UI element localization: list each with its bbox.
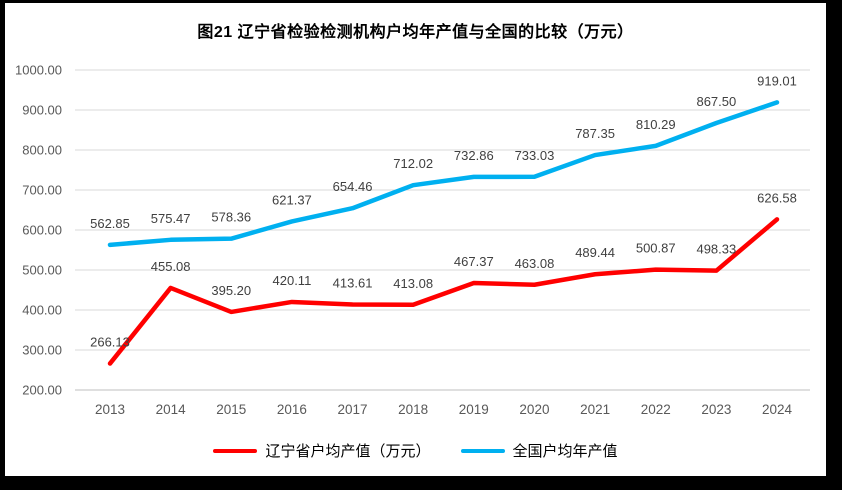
- x-axis-tick-label: 2016: [277, 402, 307, 417]
- data-label: 562.85: [90, 216, 130, 231]
- data-label: 787.35: [575, 126, 615, 141]
- legend-item-liaoning: 辽宁省户均产值（万元）: [213, 440, 431, 461]
- legend-item-national: 全国户均年产值: [460, 440, 618, 461]
- x-axis-tick-label: 2014: [156, 402, 187, 417]
- legend-label-liaoning: 辽宁省户均产值（万元）: [265, 443, 431, 460]
- y-axis-tick-label: 1000.00: [15, 63, 62, 78]
- data-label: 712.02: [393, 156, 433, 171]
- data-label: 867.50: [696, 94, 736, 109]
- data-label: 489.44: [575, 245, 615, 260]
- x-axis-tick-label: 2019: [459, 402, 489, 417]
- x-axis-tick-label: 2013: [95, 402, 125, 417]
- series-line-1: [107, 100, 780, 248]
- y-axis-tick-label: 600.00: [22, 223, 62, 238]
- border-right: [826, 0, 842, 490]
- data-label: 413.61: [333, 276, 373, 291]
- chart-title: 图21 辽宁省检验检测机构户均年产值与全国的比较（万元）: [197, 24, 634, 41]
- data-label: 413.08: [393, 276, 433, 291]
- data-label: 467.37: [454, 254, 494, 269]
- data-label: 498.33: [696, 242, 736, 257]
- data-label: 463.08: [515, 256, 555, 271]
- data-label: 733.03: [515, 148, 555, 163]
- chart-legend: 辽宁省户均产值（万元） 全国户均年产值: [5, 440, 826, 461]
- x-axis-tick-label: 2022: [641, 402, 671, 417]
- border-left: [0, 0, 5, 490]
- x-axis-tick-label: 2021: [580, 402, 610, 417]
- y-axis-tick-label: 200.00: [22, 383, 62, 398]
- x-axis-tick-label: 2018: [398, 402, 428, 417]
- legend-label-national: 全国户均年产值: [512, 443, 618, 460]
- x-axis-tick-label: 2015: [216, 402, 246, 417]
- y-axis-tick-label: 400.00: [22, 303, 62, 318]
- x-axis-tick-label: 2024: [762, 402, 793, 417]
- border-top: [0, 0, 842, 3]
- y-axis-tick-label: 300.00: [22, 343, 62, 358]
- y-axis-tick-label: 700.00: [22, 183, 62, 198]
- data-label: 575.47: [151, 211, 191, 226]
- data-label: 455.08: [151, 259, 191, 274]
- data-label: 621.37: [272, 192, 312, 207]
- x-axis-tick-label: 2017: [338, 402, 368, 417]
- red-line-swatch-icon: [213, 448, 258, 453]
- series-line-0: [107, 217, 780, 366]
- data-label: 810.29: [636, 117, 676, 132]
- data-label: 578.36: [211, 210, 251, 225]
- y-axis-tick-label: 900.00: [22, 103, 62, 118]
- x-axis-tick-label: 2023: [701, 402, 731, 417]
- border-bottom: [0, 476, 842, 490]
- data-label: 732.86: [454, 148, 494, 163]
- x-axis-tick-label: 2020: [519, 402, 549, 417]
- data-label: 500.87: [636, 241, 676, 256]
- data-label: 420.11: [273, 273, 312, 288]
- data-label: 654.46: [333, 179, 373, 194]
- data-label: 395.20: [211, 283, 251, 298]
- y-axis-tick-label: 800.00: [22, 143, 62, 158]
- data-label: 626.58: [757, 190, 797, 205]
- data-label: 919.01: [757, 73, 797, 88]
- y-axis-tick-label: 500.00: [22, 263, 62, 278]
- data-label: 266.13: [90, 335, 130, 350]
- blue-line-swatch-icon: [460, 448, 505, 453]
